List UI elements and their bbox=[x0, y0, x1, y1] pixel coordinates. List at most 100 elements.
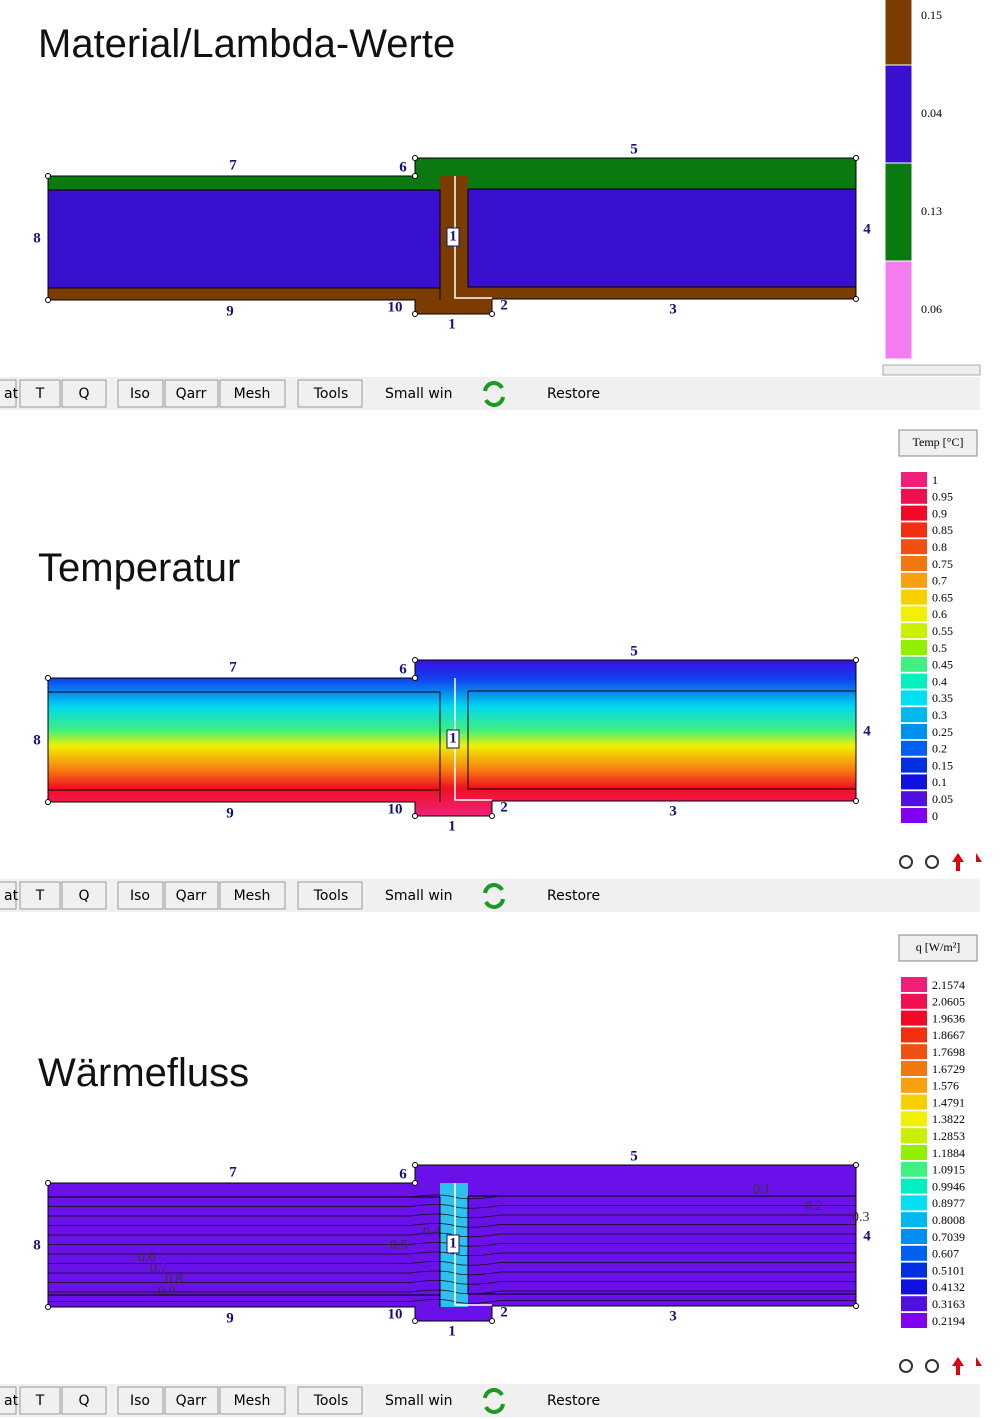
legend-label: 0.06 bbox=[921, 302, 942, 316]
arrow-cut bbox=[976, 853, 982, 862]
node-label: 1 bbox=[449, 730, 457, 746]
legend-label: 0.45 bbox=[932, 658, 953, 672]
zoom-in[interactable] bbox=[926, 856, 938, 868]
legend-label: 1.0915 bbox=[932, 1163, 965, 1177]
toolbar-label[interactable]: Small win bbox=[385, 386, 453, 402]
legend-label: 0.25 bbox=[932, 725, 953, 739]
legend-label: 0.7039 bbox=[932, 1230, 965, 1244]
legend-label: 0.7 bbox=[932, 574, 947, 588]
node-label: 6 bbox=[399, 159, 407, 175]
legend-scroll bbox=[883, 365, 980, 375]
node-point bbox=[46, 1181, 51, 1186]
toolbar-label: Q bbox=[78, 1393, 89, 1409]
legend-label: 0.8 bbox=[932, 540, 947, 554]
legend-swatch bbox=[901, 808, 927, 823]
node-label: 5 bbox=[630, 643, 638, 659]
legend-swatch bbox=[901, 1162, 927, 1177]
toolbar-label[interactable]: Restore bbox=[547, 1393, 600, 1409]
legend-label: 0.5 bbox=[932, 641, 947, 655]
legend-swatch bbox=[901, 640, 927, 655]
node-point bbox=[854, 658, 859, 663]
legend-header: q [W/m²] bbox=[916, 940, 961, 954]
legend-label: 1.2853 bbox=[932, 1129, 965, 1143]
legend-label: 0.6 bbox=[932, 607, 947, 621]
zoom-out[interactable] bbox=[900, 1360, 912, 1372]
node-label: 7 bbox=[229, 157, 237, 173]
legend-label: 1 bbox=[932, 473, 938, 487]
node-label: 5 bbox=[630, 141, 638, 157]
screenshot: Material/Lambda-Werte7658419102310.150.0… bbox=[0, 0, 1006, 1419]
legend-swatch bbox=[901, 674, 927, 689]
node-point bbox=[46, 800, 51, 805]
legend-swatch bbox=[901, 1078, 927, 1093]
legend-label: 0.3163 bbox=[932, 1297, 965, 1311]
legend-label: 0.4132 bbox=[932, 1280, 965, 1294]
node-label: 6 bbox=[399, 661, 407, 677]
legend-label: 0.04 bbox=[921, 106, 942, 120]
toolbar-label: Tools bbox=[313, 386, 349, 402]
toolbar-label[interactable]: Restore bbox=[547, 386, 600, 402]
node-point bbox=[490, 312, 495, 317]
toolbar-label: Q bbox=[78, 888, 89, 904]
node-point bbox=[46, 1305, 51, 1310]
toolbar-label[interactable]: Restore bbox=[547, 888, 600, 904]
node-label: 1 bbox=[448, 316, 456, 332]
zoom-out[interactable] bbox=[900, 856, 912, 868]
node-label: 3 bbox=[669, 301, 677, 317]
legend-swatch bbox=[901, 1095, 927, 1110]
board-layer bbox=[48, 176, 440, 190]
legend-label: 0.13 bbox=[921, 204, 942, 218]
legend-label: 0.95 bbox=[932, 490, 953, 504]
wood-layer bbox=[468, 287, 856, 299]
isoline-label: 0.3 bbox=[852, 1210, 870, 1225]
page: Material / Temperatur / Wärmefluss {"pan… bbox=[0, 0, 1006, 1419]
zoom-in[interactable] bbox=[926, 1360, 938, 1372]
panel-title: Temperatur bbox=[38, 546, 240, 590]
node-label: 9 bbox=[226, 303, 234, 319]
node-point bbox=[46, 298, 51, 303]
node-label: 1 bbox=[448, 818, 456, 834]
node-point bbox=[46, 676, 51, 681]
insulation bbox=[48, 190, 440, 288]
isoline-label: 0.2 bbox=[805, 1199, 823, 1214]
node-label: 2 bbox=[500, 799, 508, 815]
legend-label: 0 bbox=[932, 809, 938, 823]
node-point bbox=[854, 1304, 859, 1309]
node-point bbox=[413, 1181, 418, 1186]
node-label: 10 bbox=[388, 801, 403, 817]
node-label: 7 bbox=[229, 659, 237, 675]
legend-swatch bbox=[901, 724, 927, 739]
legend-label: 0.1 bbox=[932, 775, 947, 789]
legend-label: 0.05 bbox=[932, 792, 953, 806]
node-label: 6 bbox=[399, 1166, 407, 1182]
toolbar-label: Qarr bbox=[176, 1393, 207, 1409]
legend-swatch bbox=[901, 1212, 927, 1227]
node-point bbox=[854, 1163, 859, 1168]
legend-swatch bbox=[901, 506, 927, 521]
arrow-up[interactable] bbox=[952, 853, 964, 871]
arrow-up[interactable] bbox=[952, 1357, 964, 1375]
node-label: 9 bbox=[226, 805, 234, 821]
legend-label: 2.0605 bbox=[932, 995, 965, 1009]
legend-swatch bbox=[901, 1044, 927, 1059]
node-label: 4 bbox=[863, 1228, 871, 1244]
toolbar-label[interactable]: Small win bbox=[385, 1393, 453, 1409]
node-point bbox=[413, 312, 418, 317]
node-point bbox=[46, 174, 51, 179]
node-label: 8 bbox=[33, 1237, 41, 1253]
legend-label: 0.5101 bbox=[932, 1263, 965, 1277]
legend-label: 0.85 bbox=[932, 523, 953, 537]
legend-label: 0.35 bbox=[932, 691, 953, 705]
legend-swatch bbox=[901, 1179, 927, 1194]
legend-label: 0.4 bbox=[932, 674, 947, 688]
legend-swatch bbox=[901, 741, 927, 756]
node-label: 1 bbox=[449, 1235, 457, 1251]
node-label: 5 bbox=[630, 1148, 638, 1164]
toolbar-label: Iso bbox=[130, 888, 150, 904]
legend-swatch bbox=[901, 1263, 927, 1278]
node-label: 10 bbox=[388, 1306, 403, 1322]
node-point bbox=[413, 658, 418, 663]
node-point bbox=[854, 799, 859, 804]
toolbar-label[interactable]: Small win bbox=[385, 888, 453, 904]
legend-swatch bbox=[901, 657, 927, 672]
